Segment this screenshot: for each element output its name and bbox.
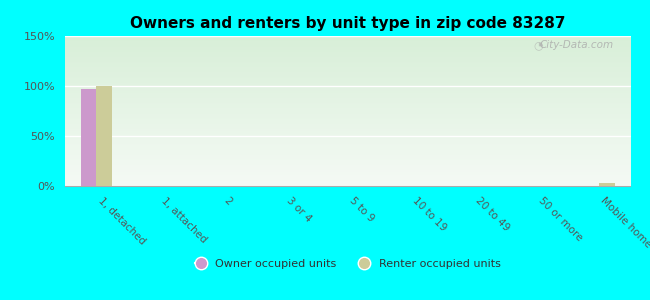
Bar bbox=[96, 86, 112, 186]
Bar bbox=[599, 183, 615, 186]
Text: City-Data.com: City-Data.com bbox=[540, 40, 614, 50]
Legend: Owner occupied units, Renter occupied units: Owner occupied units, Renter occupied un… bbox=[190, 254, 505, 273]
Bar bbox=[81, 89, 96, 186]
Title: Owners and renters by unit type in zip code 83287: Owners and renters by unit type in zip c… bbox=[130, 16, 566, 31]
Text: ◔: ◔ bbox=[533, 40, 543, 50]
